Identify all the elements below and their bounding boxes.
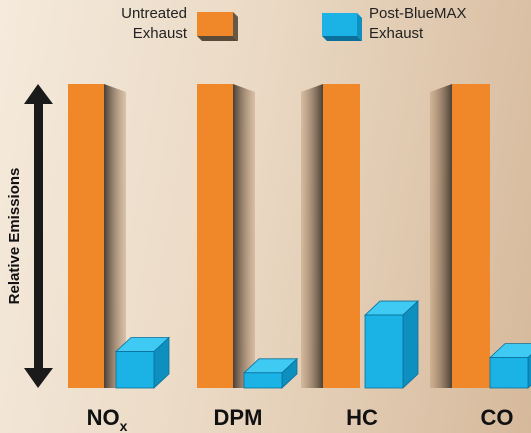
- category-label-co: CO: [481, 405, 514, 430]
- bar-post-side-hc: [402, 300, 419, 389]
- bar-untreated-hc: [323, 84, 360, 388]
- y-axis-label: Relative Emissions: [6, 168, 23, 305]
- bars: [68, 84, 531, 389]
- bar-untreated-co: [452, 84, 490, 388]
- bar-untreated-dpm: [197, 84, 233, 388]
- bar-untreated-side-co: [430, 84, 452, 388]
- category-label-hc: HC: [346, 405, 378, 430]
- bar-untreated-side-hc: [301, 84, 323, 388]
- y-axis-arrow: [24, 84, 53, 388]
- category-label-dpm: DPM: [214, 405, 263, 430]
- legend-label-untreated-line2: Exhaust: [133, 25, 188, 42]
- category-label-no: NOx: [87, 405, 128, 433]
- bar-post-bluemax-no: [115, 351, 155, 389]
- legend-label-post-line2: Exhaust: [369, 25, 424, 42]
- legend-item-post-bluemax: Post-BlueMAX Exhaust: [322, 5, 467, 42]
- bar-post-bluemax-hc: [364, 314, 404, 389]
- legend-label-untreated-line1: Untreated: [121, 5, 187, 22]
- bar-post-bluemax-co: [489, 357, 529, 389]
- bar-post-bluemax-dpm: [243, 372, 283, 389]
- bar-untreated-no: [68, 84, 104, 388]
- legend-swatch-post-bluemax: [322, 13, 362, 41]
- legend-label-post-line1: Post-BlueMAX: [369, 5, 467, 22]
- bar-untreated-side-dpm: [233, 84, 255, 388]
- bar-untreated-side-no: [104, 84, 126, 388]
- bar-post-top-co: [488, 343, 531, 359]
- category-labels: NOx DPM HC CO: [87, 405, 514, 433]
- legend-item-untreated: Untreated Exhaust: [121, 5, 238, 42]
- legend: Untreated Exhaust Post-BlueMAX Exhaust: [121, 5, 466, 42]
- category-subscript-no: x: [120, 418, 128, 433]
- legend-swatch-untreated: [197, 12, 238, 41]
